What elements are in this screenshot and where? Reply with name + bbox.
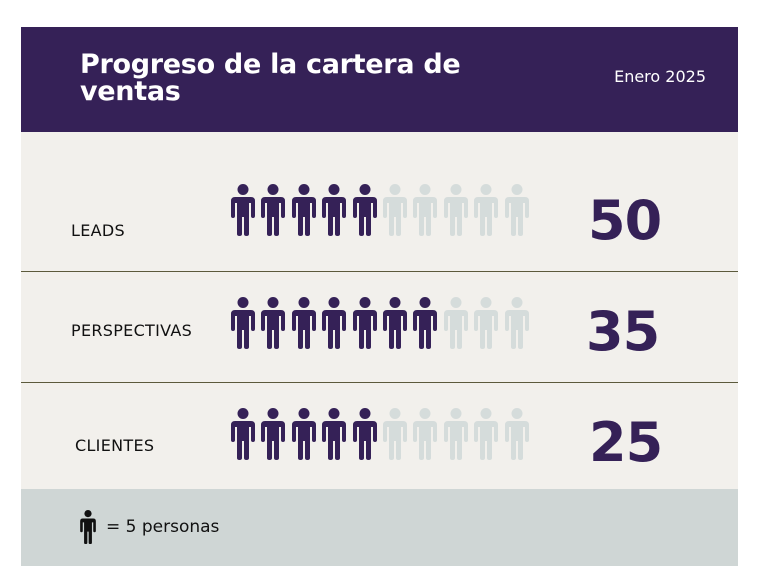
chart-date: Enero 2025 — [614, 67, 706, 86]
person-icon-filled — [352, 297, 377, 349]
row-divider — [21, 382, 738, 383]
person-icon-filled — [352, 184, 377, 236]
person-icon-empty — [504, 297, 529, 349]
pictogram-leads — [230, 184, 540, 240]
person-icon-empty — [443, 408, 468, 460]
person-icon-empty — [474, 184, 499, 236]
person-icon-filled — [231, 408, 255, 460]
person-icon-filled — [291, 408, 316, 460]
person-icon-filled — [231, 184, 255, 236]
value-perspectivas: 35 — [586, 300, 660, 363]
row-clientes: CLIENTES 25 — [21, 383, 738, 489]
chart-title: Progreso de la cartera de ventas — [80, 49, 461, 107]
header-bar: Progreso de la cartera de ventas Enero 2… — [21, 27, 738, 132]
row-leads: LEADS 50 — [21, 132, 738, 271]
person-icon — [79, 510, 97, 548]
pictogram-perspectivas — [230, 297, 540, 353]
value-leads: 50 — [588, 189, 662, 252]
legend-text: = 5 personas — [106, 517, 220, 537]
person-icon-empty — [474, 408, 499, 460]
person-icon-empty — [443, 297, 468, 349]
person-icon-filled — [261, 408, 286, 460]
person-icon-empty — [504, 408, 529, 460]
person-icon-empty — [383, 408, 407, 460]
person-icon-filled — [383, 297, 407, 349]
person-icon-empty — [504, 184, 529, 236]
person-icon-filled — [291, 184, 316, 236]
person-icon-empty — [413, 408, 438, 460]
person-icon-filled — [322, 408, 347, 460]
pictogram-clientes — [230, 408, 540, 464]
row-perspectivas: PERSPECTIVAS 35 — [21, 272, 738, 382]
person-icon-filled — [261, 297, 286, 349]
person-icon-empty — [443, 184, 468, 236]
row-label-clientes: CLIENTES — [75, 436, 155, 455]
person-icon-filled — [291, 297, 316, 349]
person-icon-filled — [413, 297, 438, 349]
value-clientes: 25 — [589, 411, 663, 474]
row-label-leads: LEADS — [71, 221, 125, 240]
legend-bar: = 5 personas — [21, 489, 738, 566]
person-icon-filled — [261, 184, 286, 236]
person-icon-empty — [474, 297, 499, 349]
infographic-card: Progreso de la cartera de ventas Enero 2… — [21, 27, 738, 566]
row-divider — [21, 271, 738, 272]
person-icon-filled — [231, 297, 255, 349]
row-label-perspectivas: PERSPECTIVAS — [71, 321, 193, 340]
person-icon-filled — [322, 184, 347, 236]
person-icon-empty — [383, 184, 407, 236]
person-icon-empty — [413, 184, 438, 236]
person-icon-filled — [322, 297, 347, 349]
person-icon-filled — [352, 408, 377, 460]
